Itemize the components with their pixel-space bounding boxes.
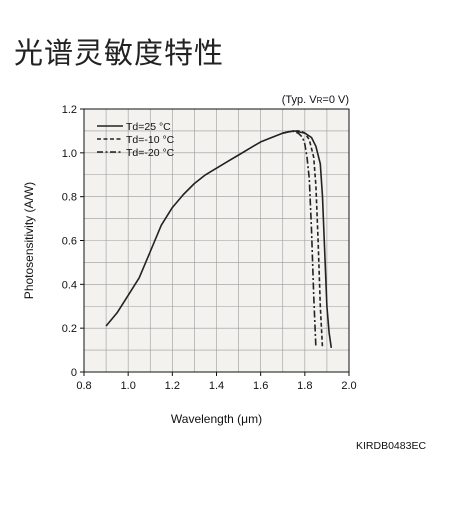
x-tick-label: 1.6: [253, 380, 268, 392]
document-code: KIRDB0483EC: [356, 440, 427, 452]
page-title: 光谱灵敏度特性: [14, 36, 225, 70]
x-tick-label: 1.2: [165, 380, 180, 392]
measurement-condition: (Typ. VR=0 V): [282, 94, 349, 106]
legend-label: Td=-20 °C: [126, 147, 175, 159]
x-tick-label: 1.4: [209, 380, 224, 392]
legend-label: Td=-10 °C: [126, 134, 175, 146]
y-tick-label: 0: [71, 367, 77, 379]
legend-label: Td=25 °C: [126, 121, 171, 133]
series-line-1: [105, 130, 333, 349]
x-tick-label: 0.8: [76, 380, 91, 392]
y-tick-label: 0.4: [62, 279, 77, 291]
chart-legend: Td=25 °CTd=-10 °CTd=-20 °C: [97, 121, 175, 159]
series-line-2: [282, 130, 324, 348]
y-tick-label: 0.2: [62, 323, 77, 335]
x-tick-label: 2.0: [341, 380, 356, 392]
y-axis-label: Photosensitivity (A/W): [22, 182, 36, 299]
y-tick-label: 1.0: [62, 148, 77, 160]
x-axis-label: Wavelength (μm): [171, 412, 262, 426]
x-tick-label: 1.8: [297, 380, 312, 392]
y-tick-label: 1.2: [62, 104, 77, 116]
y-tick-label: 0.6: [62, 236, 77, 248]
x-tick-label: 1.0: [121, 380, 136, 392]
chart-ticks: 0.8 1.0 1.2 1.4 1.6 1.8 2.0 0 0.2 0.4 0.6 0.8 1.0 1.2: [62, 104, 357, 392]
y-tick-label: 0.8: [62, 192, 77, 204]
chart-series: [105, 130, 333, 349]
chart-grid: [84, 109, 349, 372]
